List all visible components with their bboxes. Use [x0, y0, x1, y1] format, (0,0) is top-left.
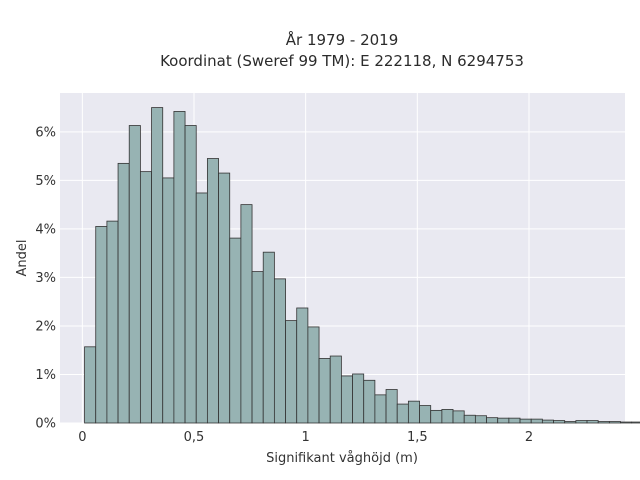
x-tick-label-1: 0,5 — [184, 430, 205, 445]
bar-9 — [184, 125, 197, 424]
bar-40 — [530, 418, 543, 424]
y-tick-label-2: 2% — [35, 319, 56, 334]
x-tick-label-4: 2 — [525, 430, 533, 445]
bar-12 — [218, 172, 231, 424]
bar-13 — [229, 237, 242, 424]
x-tick-label-3: 1,5 — [407, 430, 428, 445]
bar-24 — [352, 373, 365, 424]
bar-19 — [296, 307, 309, 424]
bar-45 — [586, 420, 599, 424]
bar-1 — [95, 226, 108, 424]
bar-35 — [474, 415, 487, 424]
bar-43 — [564, 421, 577, 424]
bar-8 — [173, 111, 186, 424]
y-tick-label-6: 6% — [35, 125, 56, 140]
bar-16 — [262, 251, 275, 424]
bar-18 — [285, 320, 298, 424]
bar-36 — [486, 417, 499, 424]
bar-27 — [385, 389, 398, 424]
bar-37 — [497, 417, 510, 424]
bar-38 — [508, 417, 521, 424]
bar-39 — [519, 418, 532, 424]
bar-15 — [251, 271, 264, 424]
bar-17 — [273, 278, 286, 424]
bar-49 — [631, 421, 640, 424]
bar-34 — [463, 414, 476, 424]
x-axis-label: Signifikant våghöjd (m) — [266, 451, 418, 466]
bar-4 — [128, 125, 141, 424]
bar-10 — [195, 192, 208, 424]
chart-subtitle: Koordinat (Sweref 99 TM): E 222118, N 62… — [160, 52, 524, 70]
bar-47 — [608, 421, 621, 424]
bar-48 — [620, 421, 633, 424]
bar-22 — [329, 355, 342, 424]
y-tick-label-3: 3% — [35, 271, 56, 286]
y-tick-label-4: 4% — [35, 222, 56, 237]
bar-42 — [553, 420, 566, 424]
x-tick-labels: 0 0,5 1 1,5 2 — [78, 430, 533, 445]
y-tick-label-0: 0% — [35, 417, 56, 432]
bar-44 — [575, 420, 588, 424]
bar-2 — [106, 220, 119, 424]
bar-25 — [363, 379, 376, 424]
bar-32 — [441, 409, 454, 424]
bar-0 — [84, 346, 97, 424]
bar-21 — [318, 358, 331, 424]
y-tick-label-5: 5% — [35, 174, 56, 189]
x-tick-label-2: 1 — [302, 430, 310, 445]
bar-11 — [206, 158, 219, 424]
x-tick-label-0: 0 — [78, 430, 86, 445]
bar-20 — [307, 326, 320, 424]
bar-46 — [597, 421, 610, 424]
y-tick-labels: 0% 1% 2% 3% 4% 5% 6% — [35, 125, 56, 431]
bar-33 — [452, 410, 465, 424]
bar-5 — [139, 171, 152, 424]
chart-title: År 1979 - 2019 — [286, 30, 399, 49]
bar-14 — [240, 204, 253, 424]
bar-28 — [396, 403, 409, 424]
y-axis-label: Andel — [15, 240, 30, 277]
bar-31 — [430, 409, 443, 424]
y-tick-label-1: 1% — [35, 368, 56, 383]
bar-23 — [340, 375, 353, 424]
bar-29 — [407, 400, 420, 424]
bar-7 — [162, 177, 175, 424]
bar-26 — [374, 394, 387, 424]
bar-3 — [117, 162, 130, 424]
bars — [84, 107, 640, 424]
bar-6 — [151, 107, 164, 424]
bar-30 — [419, 405, 432, 424]
bar-41 — [541, 419, 554, 424]
